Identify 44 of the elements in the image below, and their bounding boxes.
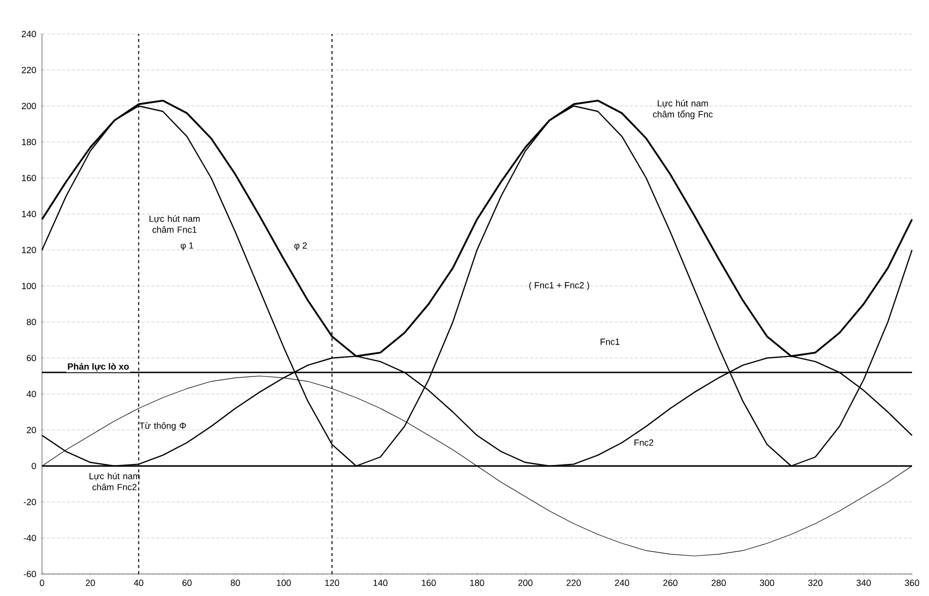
y-tick-label: 160 [22,174,36,182]
text: Lực hút nam châm tổng Fnc [653,100,713,120]
y-tick-label: 180 [22,138,36,146]
x-tick-label: 120 [325,580,340,586]
x-tick-label: 320 [808,580,822,586]
ref-line-label: Phản lực lò xo [68,362,129,372]
annotation: φ 2 [294,242,307,250]
x-tick-label: 240 [614,580,630,586]
annotation: ( Fnc1 + Fnc2 ) [529,282,590,290]
x-tick-label: 180 [470,580,484,586]
x-tick-label: 60 [182,580,192,586]
x-tick-label: 200 [518,580,532,586]
y-tick-label: 120 [22,246,36,254]
x-tick-label: 340 [856,580,871,586]
annotation: Fnc2 [634,439,654,446]
annotation: φ 1 [180,242,194,250]
y-tick-label: 140 [22,210,36,218]
y-tick-label: 100 [22,282,36,290]
x-tick-label: 0 [40,580,44,586]
annotation: Fnc1 [600,338,620,345]
y-tick-label: 220 [22,66,36,74]
y-tick-label: 80 [26,318,36,326]
y-tick-label: -60 [24,570,36,578]
x-tick-label: 220 [566,580,581,586]
x-tick-label: 100 [276,580,291,586]
x-tick-label: 40 [134,580,144,586]
y-tick-label: 200 [22,102,36,110]
y-tick-label: 20 [26,426,36,434]
y-tick-label: 40 [26,390,36,398]
x-tick-label: 300 [760,580,774,586]
x-tick-label: 140 [374,580,388,586]
x-tick-label: 280 [712,580,726,586]
series-label: Từ thông Φ [140,422,186,431]
x-tick-label: 20 [86,580,95,586]
x-tick-label: 260 [663,580,678,586]
y-tick-label: 60 [26,354,36,362]
x-tick-label: 80 [230,580,240,586]
y-tick-label: -20 [24,498,36,506]
x-tick-label: 160 [422,580,436,586]
y-tick-label: 240 [22,30,36,38]
y-tick-label: -40 [24,534,36,542]
text: Lực hút nam châm Fnc1 [150,215,200,233]
y-tick-label: 0 [32,462,36,470]
x-tick-label: 360 [904,580,920,586]
